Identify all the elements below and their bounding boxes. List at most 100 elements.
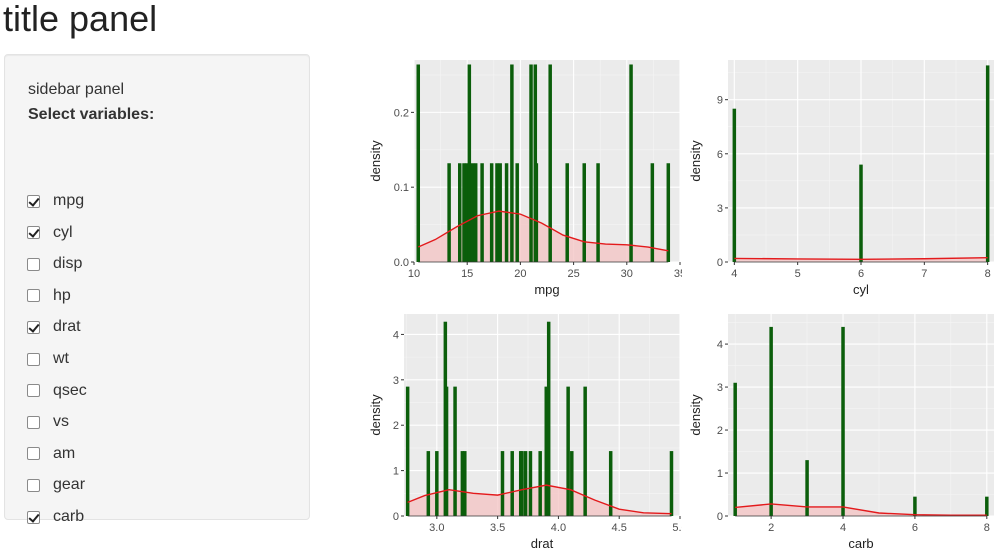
histogram-bar xyxy=(465,163,469,262)
checkbox-drat-box[interactable] xyxy=(27,320,40,334)
x-tick-label: 30 xyxy=(621,268,633,280)
histogram-bar xyxy=(453,386,457,516)
checkbox-carb-label: carb xyxy=(53,508,85,525)
select-variables-label: Select variables: xyxy=(28,106,155,123)
y-tick-label: 0 xyxy=(717,257,723,269)
checkbox-cyl[interactable]: cyl xyxy=(27,222,73,244)
x-axis-label: drat xyxy=(531,536,554,551)
histogram-bar xyxy=(523,451,528,516)
checkbox-cyl-label: cyl xyxy=(53,223,73,241)
density-line xyxy=(417,210,669,252)
checkbox-hp-box[interactable] xyxy=(27,289,40,303)
y-tick-label: 4 xyxy=(717,339,723,351)
histogram-bar xyxy=(548,64,552,262)
checkbox-wt[interactable]: wt xyxy=(27,348,69,370)
y-axis-label: density xyxy=(688,140,703,182)
x-tick-label: 15 xyxy=(461,268,473,280)
y-tick-label: 3 xyxy=(393,375,399,387)
histogram-bar xyxy=(733,382,737,516)
plot-drat: 3.0 3.5 4.0 4.5 5.0 0 1 2 3 4 drat density xyxy=(362,306,688,559)
y-tick-label: 0.1 xyxy=(394,182,409,194)
y-tick-label: 0.2 xyxy=(394,107,409,119)
x-tick-label: 8 xyxy=(984,522,990,534)
checkbox-disp-box[interactable] xyxy=(27,257,40,271)
checkbox-mpg[interactable]: mpg xyxy=(27,190,84,212)
histogram-bar xyxy=(405,386,410,516)
checkbox-wt-box[interactable] xyxy=(27,352,40,366)
histogram-bar xyxy=(629,64,633,262)
plot-panel-background xyxy=(404,314,680,516)
checkbox-am-box[interactable] xyxy=(27,447,40,461)
histogram-bar xyxy=(985,496,989,516)
x-tick-label: 25 xyxy=(567,268,579,280)
y-axis-label: density xyxy=(688,394,703,436)
histogram-bar xyxy=(467,64,472,262)
x-tick-label: 3.5 xyxy=(490,522,505,534)
histogram-bar xyxy=(462,163,466,262)
page-title: title panel xyxy=(3,0,158,39)
histogram-bar xyxy=(538,451,542,516)
x-tick-label: 6 xyxy=(858,268,864,280)
y-tick-label: 6 xyxy=(717,149,723,161)
checkbox-am-label: am xyxy=(53,444,76,462)
checkbox-am[interactable]: am xyxy=(27,443,75,465)
x-tick-label: 5.0 xyxy=(672,522,682,534)
y-tick-label: 1 xyxy=(717,468,723,480)
histogram-bar xyxy=(529,64,533,262)
x-axis-label: cyl xyxy=(853,282,869,297)
checkbox-gear-box[interactable] xyxy=(27,478,40,492)
histogram-bar xyxy=(608,451,613,516)
histogram-bar xyxy=(515,163,519,262)
histogram-bar xyxy=(583,386,587,516)
histogram-bar xyxy=(463,451,467,516)
x-axis-label: mpg xyxy=(534,282,559,297)
checkbox-mpg-label: mpg xyxy=(53,192,85,209)
histogram-bar xyxy=(544,386,549,516)
histogram-bar xyxy=(426,451,431,516)
checkbox-carb[interactable]: carb xyxy=(27,506,84,528)
y-axis-label: density xyxy=(368,140,383,182)
histogram-bar xyxy=(470,163,475,262)
density-area xyxy=(735,503,987,516)
y-tick-label: 0.0 xyxy=(394,257,409,269)
histogram-bar xyxy=(669,451,674,516)
histogram-bar xyxy=(732,108,737,262)
histogram-bar xyxy=(495,163,499,262)
histogram-bar xyxy=(435,451,439,516)
histogram-bar xyxy=(498,163,502,262)
x-tick-label: 4 xyxy=(840,522,846,534)
checkbox-drat[interactable]: drat xyxy=(27,316,81,338)
checkbox-gear[interactable]: gear xyxy=(27,474,85,496)
x-tick-label: 35 xyxy=(674,268,682,280)
checkbox-drat-label: drat xyxy=(53,318,81,336)
checkbox-vs[interactable]: vs xyxy=(27,411,69,433)
histogram-bar xyxy=(985,65,990,263)
checkbox-mpg-box[interactable] xyxy=(27,194,40,208)
histogram-bar xyxy=(473,163,478,262)
histogram-bar xyxy=(458,163,462,262)
y-tick-label: 4 xyxy=(393,329,399,341)
checkbox-qsec[interactable]: qsec xyxy=(27,380,87,402)
histogram-bar xyxy=(582,163,586,262)
x-tick-label: 6 xyxy=(912,522,918,534)
histogram-bar xyxy=(805,460,809,516)
histogram-mpg: 10 15 20 25 30 35 0.0 0.1 0.2 mpg density xyxy=(368,60,686,297)
checkbox-disp[interactable]: disp xyxy=(27,253,82,275)
histogram-bar xyxy=(565,163,569,262)
histogram-bar xyxy=(510,64,514,262)
x-tick-label: 4.0 xyxy=(551,522,566,534)
x-tick-label: 4 xyxy=(731,268,737,280)
density-line xyxy=(734,256,988,260)
checkbox-hp[interactable]: hp xyxy=(27,285,71,307)
histogram-cyl: 4 5 6 7 8 0 3 6 9 cyl density xyxy=(688,60,994,297)
plot-cyl: 4 5 6 7 8 0 3 6 9 cyl density xyxy=(682,54,998,311)
histogram-bar xyxy=(666,163,671,262)
checkbox-cyl-box[interactable] xyxy=(27,226,40,240)
histogram-bar xyxy=(650,163,655,262)
histogram-bar xyxy=(913,496,917,516)
checkbox-carb-box[interactable] xyxy=(27,510,40,524)
checkbox-qsec-box[interactable] xyxy=(27,384,40,398)
sidebar-panel: sidebar panel Select variables: mpg cyl di… xyxy=(4,54,310,525)
checkbox-vs-box[interactable] xyxy=(27,415,40,429)
